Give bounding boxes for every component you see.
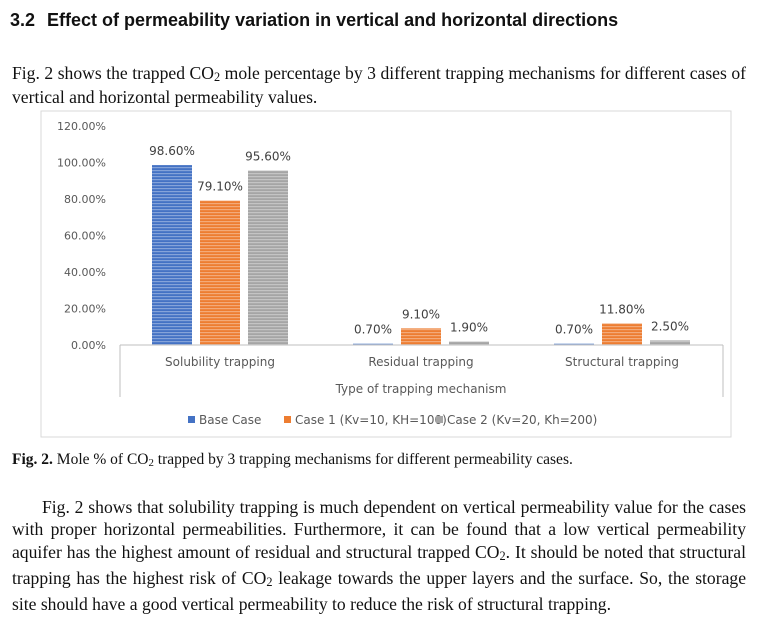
data-label: 11.80% bbox=[599, 302, 645, 316]
data-label: 0.70% bbox=[555, 323, 593, 337]
legend-label: Case 2 (Kv=20, Kh=200) bbox=[447, 413, 597, 427]
legend-label: Case 1 (Kv=10, KH=100) bbox=[295, 413, 447, 427]
y-tick-label: 120.00% bbox=[57, 120, 106, 133]
data-label: 1.90% bbox=[450, 321, 488, 335]
legend-swatch bbox=[188, 416, 195, 423]
bar-texture bbox=[602, 323, 642, 345]
category-label: Structural trapping bbox=[565, 355, 679, 369]
y-tick-label: 40.00% bbox=[64, 266, 106, 279]
bar-texture bbox=[650, 340, 690, 345]
bar-texture bbox=[401, 328, 441, 345]
body-paragraph: Fig. 2 shows that solubility trapping is… bbox=[12, 497, 746, 615]
legend-label: Base Case bbox=[199, 413, 261, 427]
data-label: 95.60% bbox=[245, 150, 291, 164]
bar-texture bbox=[554, 343, 594, 345]
bar-texture bbox=[449, 341, 489, 345]
section-heading: 3.2 Effect of permeability variation in v… bbox=[10, 10, 619, 30]
y-tick-label: 60.00% bbox=[64, 230, 106, 243]
legend-swatch bbox=[284, 416, 291, 423]
bar-texture bbox=[248, 170, 288, 345]
data-label: 9.10% bbox=[402, 307, 440, 321]
y-tick-label: 100.00% bbox=[57, 157, 106, 170]
chart-border bbox=[40, 110, 732, 438]
data-label: 79.10% bbox=[197, 180, 243, 194]
y-tick-label: 80.00% bbox=[64, 193, 106, 206]
intro-paragraph: Fig. 2 shows the trapped CO2 mole percen… bbox=[12, 63, 747, 107]
x-axis-title: Type of trapping mechanism bbox=[335, 382, 507, 396]
figure-caption: Fig. 2. Mole % of CO2 trapped by 3 trapp… bbox=[12, 451, 573, 469]
bar-texture bbox=[152, 165, 192, 345]
bar-texture bbox=[200, 200, 240, 345]
category-label: Solubility trapping bbox=[165, 355, 275, 369]
bar-chart: 0.00% 20.00% 40.00% 60.00% 80.00% 100.00% 120.… bbox=[40, 110, 732, 438]
legend-swatch bbox=[436, 416, 443, 423]
category-label: Residual trapping bbox=[368, 355, 473, 369]
data-label: 2.50% bbox=[651, 319, 689, 333]
y-tick-label: 0.00% bbox=[71, 339, 106, 352]
y-tick-label: 20.00% bbox=[64, 303, 106, 316]
bar-texture bbox=[353, 343, 393, 345]
data-label: 98.60% bbox=[149, 144, 195, 158]
data-label: 0.70% bbox=[354, 323, 392, 337]
